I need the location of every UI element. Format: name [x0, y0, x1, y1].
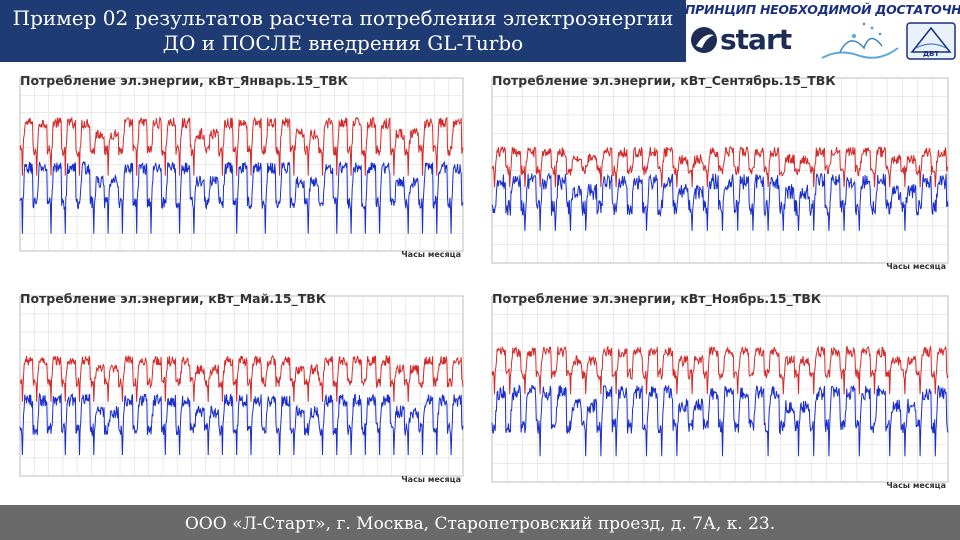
footer-bar — [0, 505, 960, 540]
chart-january-plot — [19, 77, 464, 252]
water-splash-icon — [821, 22, 899, 59]
chart-may-series-0 — [19, 354, 464, 402]
slide-header: Пример 02 результатов расчета потреблени… — [0, 0, 686, 62]
avt-badge-text: ДВТ — [923, 50, 940, 58]
footer-address: ООО «Л-Старт», г. Москва, Старопетровски… — [184, 514, 776, 534]
chart-september-title: Потребление эл.энергии, кВт_Сентябрь.15_… — [492, 73, 836, 88]
chart-may-xlabel: Часы месяца — [401, 475, 461, 484]
chart-november: Потребление эл.энергии, кВт_Ноябрь.15_ТВ… — [478, 288, 954, 504]
chart-november-series-1 — [491, 384, 949, 457]
chart-may-plot — [19, 295, 464, 477]
chart-january: Потребление эл.энергии, кВт_Январь.15_ТВ… — [6, 70, 469, 273]
chart-may: Потребление эл.энергии, кВт_Май.15_ТВК Ч… — [6, 288, 469, 498]
chart-may-title: Потребление эл.энергии, кВт_Май.15_ТВК — [20, 291, 327, 306]
chart-september-plot — [491, 77, 949, 264]
chart-january-series-1 — [19, 160, 464, 234]
brand-motto: ПРИНЦИП НЕОБХОДИМОЙ ДОСТАТОЧНОСТИ — [685, 2, 960, 17]
avt-badge-icon: ДВТ — [906, 22, 956, 60]
chart-september: Потребление эл.энергии, кВт_Сентябрь.15_… — [478, 70, 954, 285]
start-logo-text: start — [720, 23, 792, 56]
chart-november-plot — [491, 295, 949, 483]
chart-november-series-0 — [491, 344, 949, 395]
chart-november-xlabel: Часы месяца — [886, 481, 946, 490]
chart-september-xlabel: Часы месяца — [886, 262, 946, 271]
slide-title-line2: ДО и ПОСЛЕ внедрения GL-Turbo — [162, 31, 524, 55]
chart-january-series-0 — [19, 116, 464, 176]
slide-title-line1: Пример 02 результатов расчета потреблени… — [12, 6, 674, 30]
chart-may-series-1 — [19, 392, 464, 456]
chart-september-series-1 — [491, 172, 949, 231]
chart-january-xlabel: Часы месяца — [401, 250, 461, 259]
chart-november-title: Потребление эл.энергии, кВт_Ноябрь.15_ТВ… — [492, 291, 822, 306]
start-logo-icon — [691, 27, 717, 53]
chart-september-series-0 — [491, 146, 949, 188]
chart-january-title: Потребление эл.энергии, кВт_Январь.15_ТВ… — [20, 73, 348, 88]
